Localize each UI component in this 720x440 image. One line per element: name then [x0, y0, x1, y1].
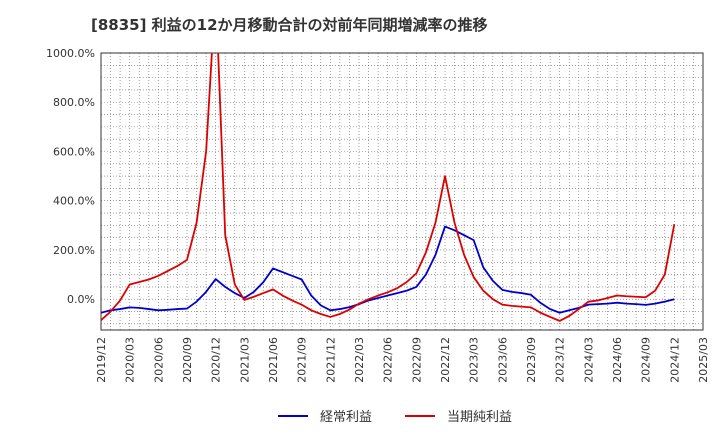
y-tick-label: 400.0%: [53, 195, 95, 208]
x-tick-label: 2020/09: [181, 337, 194, 383]
x-tick-label: 2021/09: [296, 337, 309, 383]
x-axis: 2019/12 2020/03 2020/06 2020/09 2020/12 2021/…: [95, 337, 710, 383]
legend-label-1: 経常利益: [320, 410, 372, 425]
x-tick-label: 2023/09: [525, 337, 538, 383]
x-tick-label: 2024/06: [611, 337, 624, 383]
y-tick-label: 600.0%: [53, 145, 95, 158]
x-tick-label: 2024/03: [582, 337, 595, 383]
x-tick-label: 2025/03: [697, 337, 710, 383]
x-tick-label: 2022/03: [353, 337, 366, 383]
x-tick-label: 2020/12: [210, 337, 223, 383]
grid: [101, 53, 703, 330]
chart-title: [8835] 利益の12か月移動合計の対前年同期増減率の推移: [91, 16, 488, 34]
x-tick-label: 2024/09: [640, 337, 653, 383]
x-tick-label: 2020/03: [124, 337, 137, 383]
series-layer: [101, 53, 676, 322]
x-tick-label: 2024/12: [668, 337, 681, 383]
x-tick-label: 2021/12: [324, 337, 337, 383]
x-tick-label: 2022/06: [382, 337, 395, 383]
y-axis: 0.0% 200.0% 400.0% 600.0% 800.0% 1000.0%: [46, 47, 95, 306]
series-line-1: [101, 225, 675, 314]
legend: 経常利益 当期純利益: [278, 410, 512, 425]
y-tick-label: 0.0%: [67, 293, 95, 306]
series-line-2: [101, 53, 676, 322]
legend-label-2: 当期純利益: [447, 410, 512, 425]
x-tick-label: 2023/06: [496, 337, 509, 383]
y-tick-label: 1000.0%: [46, 47, 95, 60]
x-tick-label: 2023/03: [468, 337, 481, 383]
x-tick-label: 2019/12: [95, 337, 108, 383]
y-tick-label: 200.0%: [53, 244, 95, 257]
x-tick-label: 2023/12: [554, 337, 567, 383]
x-tick-label: 2021/03: [238, 337, 251, 383]
x-tick-label: 2022/09: [410, 337, 423, 383]
x-tick-label: 2020/06: [152, 337, 165, 383]
plot-frame: [100, 52, 704, 331]
x-tick-label: 2021/06: [267, 337, 280, 383]
x-tick-label: 2022/12: [439, 337, 452, 383]
y-tick-label: 800.0%: [53, 96, 95, 109]
